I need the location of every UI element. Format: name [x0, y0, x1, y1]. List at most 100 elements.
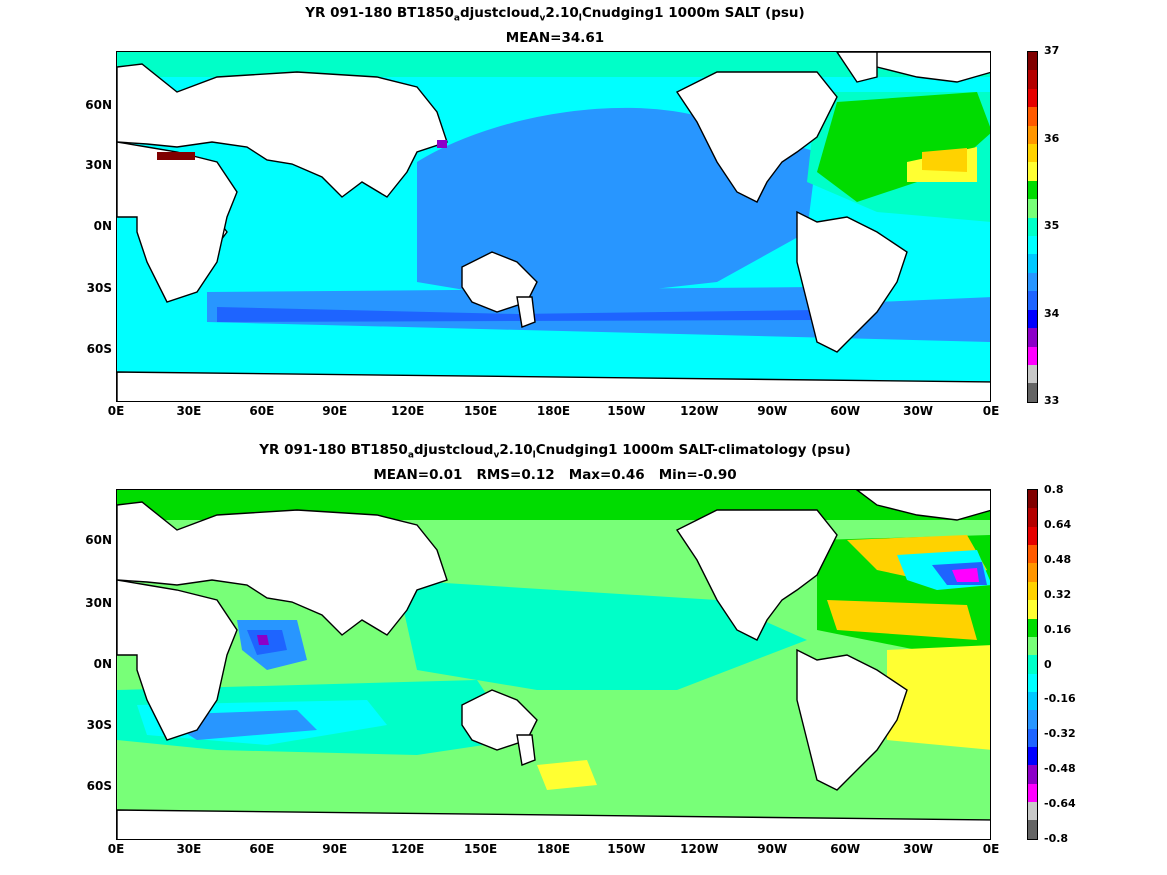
panel2-subtitle: MEAN=0.01 RMS=0.12 Max=0.46 Min=-0.90 — [373, 467, 737, 483]
colorbar-segment — [1028, 636, 1037, 656]
colorbar-anomaly — [1027, 489, 1038, 840]
colorbar-label: 0 — [1044, 658, 1052, 671]
lon-tick: 150E — [463, 842, 498, 856]
lon-tick: 90E — [322, 842, 348, 856]
colorbar-label: 33 — [1044, 394, 1060, 407]
lon-tick: 30W — [903, 842, 934, 856]
colorbar-segment — [1028, 728, 1037, 748]
lon-tick: 30W — [903, 404, 934, 418]
panel2-title: YR 091-180 BT1850adjustcloudv2.10lCnudgi… — [259, 442, 851, 461]
panel1-subtitle: MEAN=34.61 — [505, 30, 605, 46]
colorbar-segment — [1028, 125, 1037, 145]
salinity-anomaly-map — [117, 490, 990, 839]
lat-tick: 60S — [86, 779, 112, 793]
colorbar-segment — [1028, 88, 1037, 108]
lon-tick: 90W — [757, 842, 788, 856]
lat-tick: 0N — [93, 657, 112, 671]
panel2-map — [116, 489, 991, 840]
colorbar-segment — [1028, 802, 1037, 821]
colorbar-label: 36 — [1044, 132, 1060, 145]
colorbar-segment — [1028, 199, 1037, 218]
lat-tick: 60N — [85, 98, 112, 112]
colorbar-label: 0.48 — [1044, 553, 1072, 566]
colorbar-segment — [1028, 272, 1037, 292]
colorbar-segment — [1028, 581, 1037, 601]
colorbar-segment — [1028, 783, 1037, 803]
lon-tick: 90W — [757, 404, 788, 418]
colorbar-salt — [1027, 51, 1038, 403]
lon-tick: 0E — [107, 404, 125, 418]
colorbar-segment — [1028, 309, 1037, 329]
lon-tick: 60E — [249, 404, 275, 418]
colorbar-label: -0.8 — [1044, 832, 1069, 845]
lon-tick: 30E — [176, 842, 202, 856]
colorbar-label: 37 — [1044, 44, 1060, 57]
colorbar-segment — [1028, 508, 1037, 527]
landmass-layer — [117, 52, 990, 401]
lat-tick: 30N — [85, 596, 112, 610]
colorbar-segment — [1028, 673, 1037, 692]
colorbar-segment — [1028, 180, 1037, 200]
lon-tick: 60E — [249, 842, 275, 856]
lon-tick: 0E — [107, 842, 125, 856]
colorbar-segment — [1028, 747, 1037, 766]
colorbar-segment — [1028, 710, 1037, 729]
colorbar-label: 35 — [1044, 219, 1060, 232]
lon-tick: 120W — [680, 842, 719, 856]
lon-tick: 90E — [322, 404, 348, 418]
colorbar-label: 0.32 — [1044, 588, 1072, 601]
colorbar-segment — [1028, 346, 1037, 365]
colorbar-segment — [1028, 52, 1037, 71]
colorbar-segment — [1028, 217, 1037, 237]
colorbar-segment — [1028, 655, 1037, 674]
lon-tick: 150W — [607, 842, 646, 856]
lon-tick: 0E — [982, 404, 1000, 418]
colorbar-label: 0.8 — [1044, 483, 1064, 496]
colorbar-segment — [1028, 526, 1037, 546]
lon-tick: 120E — [391, 404, 425, 418]
colorbar-label: -0.32 — [1044, 727, 1076, 740]
colorbar-label: -0.64 — [1044, 797, 1076, 810]
lat-tick: 30S — [86, 718, 112, 732]
colorbar-segment — [1028, 144, 1037, 163]
lat-tick: 30N — [85, 158, 112, 172]
colorbar-segment — [1028, 364, 1037, 384]
colorbar-segment — [1028, 490, 1037, 509]
colorbar-segment — [1028, 618, 1037, 637]
lat-tick: 60N — [85, 533, 112, 547]
colorbar-label: -0.48 — [1044, 762, 1076, 775]
colorbar-label: 0.16 — [1044, 623, 1072, 636]
lon-tick: 120E — [391, 842, 425, 856]
colorbar-segment — [1028, 820, 1037, 839]
lon-tick: 60W — [830, 842, 861, 856]
colorbar-segment — [1028, 291, 1037, 310]
colorbar-label: 0.64 — [1044, 518, 1072, 531]
lon-tick: 0E — [982, 842, 1000, 856]
lon-tick: 30E — [176, 404, 202, 418]
colorbar-segment — [1028, 563, 1037, 582]
colorbar-segment — [1028, 328, 1037, 347]
colorbar-segment — [1028, 765, 1037, 784]
colorbar-segment — [1028, 162, 1037, 181]
salinity-map — [117, 52, 990, 401]
colorbar-segment — [1028, 70, 1037, 89]
lon-tick: 150E — [463, 404, 498, 418]
colorbar-label: -0.16 — [1044, 692, 1076, 705]
colorbar-segment — [1028, 254, 1037, 273]
lat-tick: 30S — [86, 281, 112, 295]
landmass-layer — [117, 490, 990, 839]
lon-tick: 120W — [680, 404, 719, 418]
colorbar-segment — [1028, 691, 1037, 711]
colorbar-segment — [1028, 107, 1037, 126]
lon-tick: 60W — [830, 404, 861, 418]
colorbar-segment — [1028, 600, 1037, 619]
lon-tick: 180E — [536, 842, 571, 856]
lon-tick: 180E — [536, 404, 571, 418]
lat-tick: 0N — [93, 219, 112, 233]
panel1-title: YR 091-180 BT1850adjustcloudv2.10lCnudgi… — [305, 5, 805, 24]
colorbar-label: 34 — [1044, 307, 1060, 320]
colorbar-segment — [1028, 545, 1037, 564]
colorbar-segment — [1028, 383, 1037, 402]
lon-tick: 150W — [607, 404, 646, 418]
colorbar-segment — [1028, 236, 1037, 255]
